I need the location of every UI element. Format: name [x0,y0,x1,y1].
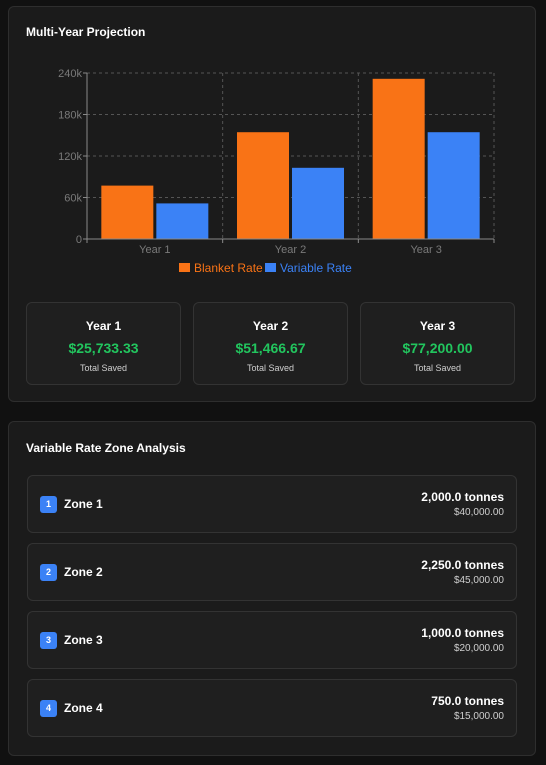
zone-number-badge: 4 [40,700,57,717]
legend-swatch-blanket-rate [179,263,190,272]
legend-label-variable-rate: Variable Rate [280,261,352,275]
zone-analysis-panel: Variable Rate Zone Analysis 1 Zone 1 2,0… [8,421,536,756]
bar-blanket-rate [237,132,289,239]
zone-name: Zone 2 [64,565,103,579]
bar-blanket-rate [372,78,425,239]
card-year-label: Year 2 [252,319,289,333]
zone-cost: $15,000.00 [453,711,504,722]
bar-variable-rate [156,203,209,239]
year-3-card: Year 3 $77,200.00 Total Saved [360,302,515,385]
y-tick-label: 60k [64,193,82,205]
card-year-label: Year 3 [419,319,456,333]
x-tick-label: Year 3 [410,244,441,256]
year-2-card: Year 2 $51,466.67 Total Saved [193,302,348,385]
x-tick-label: Year 1 [139,244,170,256]
card-saved-value: $51,466.67 [235,340,306,356]
zone-row[interactable]: 2 Zone 2 2,250.0 tonnes $45,000.00 [27,543,517,601]
zone-tonnes: 2,000.0 tonnes [421,490,504,504]
card-saved-value: $25,733.33 [68,340,139,356]
card-caption: Total Saved [413,363,462,373]
zone-row[interactable]: 3 Zone 3 1,000.0 tonnes $20,000.00 [27,611,517,669]
bar-variable-rate [292,167,344,239]
card-caption: Total Saved [246,363,295,373]
zone-tonnes: 2,250.0 tonnes [421,558,504,572]
zone-name: Zone 3 [64,633,103,647]
card-year-label: Year 1 [85,319,122,333]
zone-tonnes: 750.0 tonnes [431,694,504,708]
legend-label-blanket-rate: Blanket Rate [194,261,263,275]
card-saved-value: $77,200.00 [402,340,473,356]
zone-name: Zone 1 [64,497,103,511]
zone-number-badge: 1 [40,496,57,513]
y-tick-label: 240k [58,68,82,80]
y-tick-label: 180k [58,110,82,122]
zone-analysis-title: Variable Rate Zone Analysis [26,441,186,455]
zone-cost: $40,000.00 [453,507,504,518]
zone-row[interactable]: 4 Zone 4 750.0 tonnes $15,000.00 [27,679,517,737]
zone-cost: $45,000.00 [453,575,504,586]
card-caption: Total Saved [79,363,128,373]
projection-chart: 0 60k 120k 180k 240k Year 1 Year 2 Year 3 Blanke… [58,68,495,275]
year-1-card: Year 1 $25,733.33 Total Saved [26,302,181,385]
zone-cost: $20,000.00 [453,643,504,654]
x-tick-label: Year 2 [275,244,306,256]
zone-name: Zone 4 [64,701,103,715]
zone-number-badge: 3 [40,632,57,649]
y-tick-label: 0 [76,234,82,246]
projection-panel: Multi-Year Projection 0 60k 120k 180k 240k Ye… [8,6,536,402]
zone-row[interactable]: 1 Zone 1 2,000.0 tonnes $40,000.00 [27,475,517,533]
bar-variable-rate [427,132,480,239]
y-tick-label: 120k [58,151,82,163]
projection-title: Multi-Year Projection [26,25,146,39]
legend-swatch-variable-rate [265,263,276,272]
zone-tonnes: 1,000.0 tonnes [421,626,504,640]
zone-number-badge: 2 [40,564,57,581]
bar-blanket-rate [101,185,154,239]
